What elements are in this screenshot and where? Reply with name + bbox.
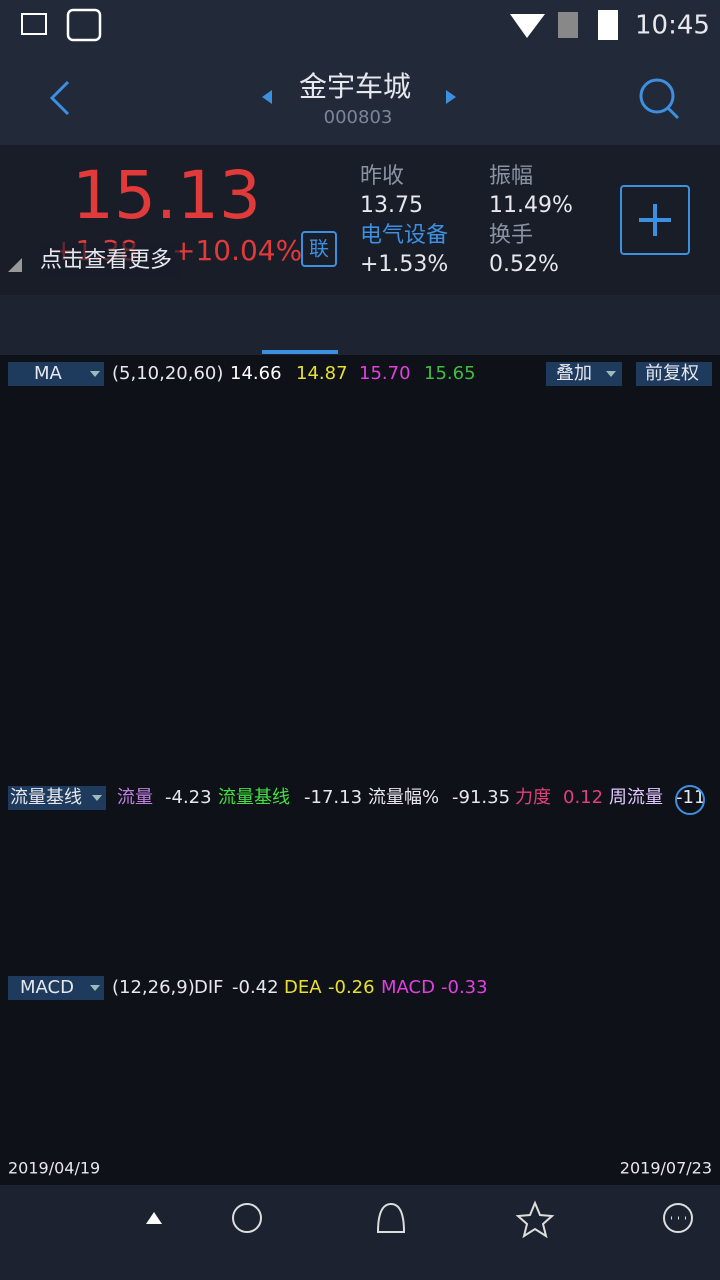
tag-box[interactable] (301, 231, 337, 267)
add-button[interactable] (620, 185, 690, 255)
change-pct: +10.04% (172, 234, 302, 267)
price: 15.13 (72, 157, 261, 234)
more-icon[interactable] (663, 1203, 693, 1233)
flow-value: -4.23 (165, 787, 212, 808)
signal-icon (558, 12, 578, 38)
dropdown-icon (90, 371, 100, 377)
macd-selector[interactable] (8, 976, 104, 1000)
flow-value: -17.13 (304, 787, 362, 808)
flow-value: 0.12 (563, 787, 603, 808)
more-link[interactable]: 点击查看更多 (40, 248, 172, 273)
flow-label: 流量基线 (218, 787, 290, 808)
macd-params: (12,26,9) (112, 977, 195, 998)
prev-stock[interactable] (262, 90, 272, 104)
dropdown-icon (606, 371, 616, 377)
flow-toggle[interactable] (675, 785, 705, 815)
macd-label: MACD (381, 977, 435, 998)
macd-value: -0.42 (232, 977, 279, 998)
stat-label: 换手 (489, 223, 533, 248)
ma-params: (5,10,20,60) (112, 363, 223, 384)
macd-name[interactable]: MACD (20, 977, 74, 998)
macd-label: DIF (194, 977, 224, 998)
stock-code: 000803 (324, 107, 393, 128)
stock-name: 金宇车城 (299, 70, 411, 103)
bottom-bar (0, 1185, 720, 1280)
trade-icon[interactable] (232, 1203, 262, 1233)
ma-value: 15.70 (359, 363, 411, 384)
flow-label: 流量幅% (368, 787, 439, 808)
macd-value: -0.33 (441, 977, 488, 998)
macd-value: -0.26 (328, 977, 375, 998)
ma-value: 15.65 (424, 363, 476, 384)
stat-label: 昨收 (360, 164, 404, 189)
group-icon[interactable] (515, 1200, 555, 1239)
up-arrow (146, 1212, 162, 1224)
flow-selector[interactable] (8, 786, 106, 810)
flow-label: 力度 (515, 787, 551, 808)
stat-label: 振幅 (489, 164, 533, 189)
dropdown-icon (92, 795, 102, 801)
battery-icon (598, 10, 618, 40)
adjust-label[interactable]: 前复权 (645, 363, 699, 384)
add-icon (639, 204, 671, 236)
tabs-bg (0, 295, 720, 355)
tag[interactable]: 联 (309, 237, 329, 261)
tab-indicator (262, 350, 338, 354)
more-icon (8, 258, 22, 272)
search-button[interactable] (639, 78, 675, 114)
stat-value: +1.53% (360, 252, 448, 277)
flow-value: -11 (676, 787, 705, 808)
start-date: 2019/04/19 (8, 1159, 100, 1178)
macd-label: DEA (284, 977, 322, 998)
flow-name[interactable]: 流量基线 (10, 787, 82, 808)
ma-value: 14.66 (230, 363, 282, 384)
status-icon (21, 13, 47, 35)
wifi-icon (510, 14, 545, 38)
stat-value: 11.49% (489, 193, 573, 218)
adjust-button[interactable] (636, 362, 712, 386)
stat-value: 0.52% (489, 252, 559, 277)
ma-selector[interactable] (8, 362, 104, 386)
back-button[interactable] (49, 80, 70, 116)
overlay-label[interactable]: 叠加 (556, 363, 592, 384)
flow-label: 周流量 (609, 787, 663, 808)
dropdown-icon (90, 985, 100, 991)
flow-value: -91.35 (452, 787, 510, 808)
search-handle (666, 106, 680, 120)
next-stock[interactable] (446, 90, 456, 104)
stat-label[interactable]: 电气设备 (360, 223, 448, 248)
ma-value: 14.87 (296, 363, 348, 384)
ma-name[interactable]: MA (34, 363, 63, 384)
end-date: 2019/07/23 (620, 1159, 712, 1178)
more-overlay (40, 243, 180, 277)
status-icon (66, 8, 102, 42)
stat-value: 13.75 (360, 193, 423, 218)
flow-label: 流量 (117, 787, 153, 808)
status-time: 10:45 (635, 11, 710, 41)
alert-icon[interactable] (376, 1202, 406, 1233)
